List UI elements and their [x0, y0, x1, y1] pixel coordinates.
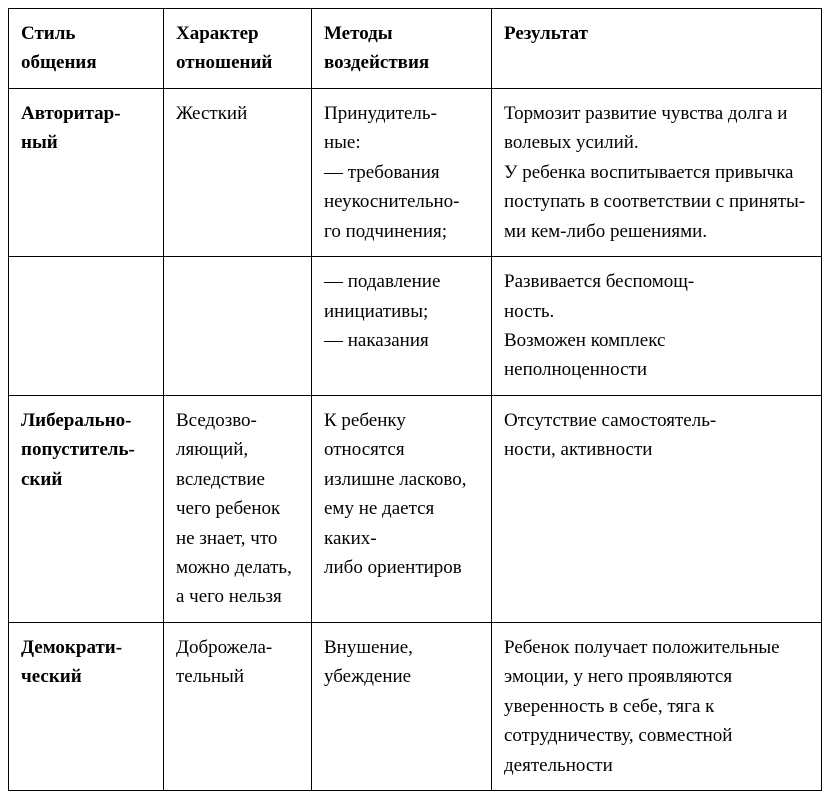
table-row: Демократи- ческий Доброжела- тельный Вну… [9, 622, 822, 790]
cell-result: Ребенок получает положительные эмоции, у… [492, 622, 822, 790]
cell-result: Развивается беспомощ- ность. Возможен ко… [492, 257, 822, 396]
cell-methods: К ребенку относятся излишне ласково, ему… [312, 395, 492, 622]
table-row: Авторитар- ный Жесткий Принудитель- ные:… [9, 88, 822, 256]
cell-style: Либерально- попуститель- ский [9, 395, 164, 622]
cell-character: Жесткий [164, 88, 312, 256]
cell-style [9, 257, 164, 396]
cell-character [164, 257, 312, 396]
table-row: Либерально- попуститель- ский Вседозво- … [9, 395, 822, 622]
cell-methods: Принудитель- ные: — требования неукоснит… [312, 88, 492, 256]
table-header-row: Стиль общения Характер отношений Методы … [9, 9, 822, 89]
cell-style: Авторитар- ный [9, 88, 164, 256]
header-result: Результат [492, 9, 822, 89]
cell-style: Демократи- ческий [9, 622, 164, 790]
styles-table: Стиль общения Характер отношений Методы … [8, 8, 822, 791]
cell-methods: — подавление инициативы; — наказания [312, 257, 492, 396]
cell-methods: Внушение, убеждение [312, 622, 492, 790]
cell-character: Доброжела- тельный [164, 622, 312, 790]
cell-result: Тормозит развитие чувства долга и волевы… [492, 88, 822, 256]
header-methods: Методы воздействия [312, 9, 492, 89]
cell-character: Вседозво- ляющий, вследствие чего ребено… [164, 395, 312, 622]
header-character: Характер отношений [164, 9, 312, 89]
header-style: Стиль общения [9, 9, 164, 89]
table-row: — подавление инициативы; — наказания Раз… [9, 257, 822, 396]
cell-result: Отсутствие самостоятель- ности, активнос… [492, 395, 822, 622]
